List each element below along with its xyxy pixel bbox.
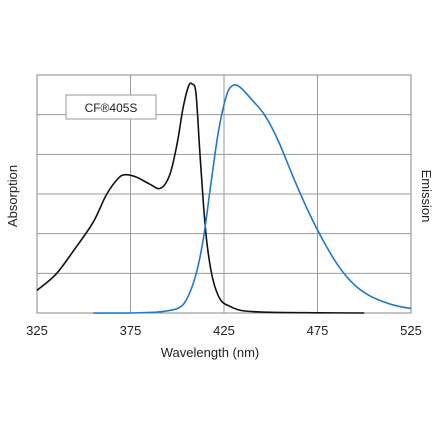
- x-tick-label: 475: [307, 323, 329, 338]
- legend-box: [65, 94, 157, 120]
- y-axis-title-left: Absorption: [5, 165, 20, 227]
- legend: CF®405S: [65, 94, 157, 120]
- series-layer: [36, 82, 412, 314]
- x-tick-label: 375: [120, 323, 142, 338]
- emission-curve: [93, 83, 412, 314]
- x-axis-title: Wavelength (nm): [161, 345, 260, 360]
- x-tick-labels: 325 375 425 475 525: [26, 323, 422, 338]
- y-axis-title-right: Emission: [419, 170, 434, 223]
- plot-frame: [36, 74, 412, 314]
- x-tick-label: 425: [213, 323, 235, 338]
- x-tick-label: 525: [400, 323, 422, 338]
- absorption-curve: [36, 82, 365, 314]
- legend-label: CF®405S: [85, 101, 138, 115]
- x-tick-label: 325: [26, 323, 48, 338]
